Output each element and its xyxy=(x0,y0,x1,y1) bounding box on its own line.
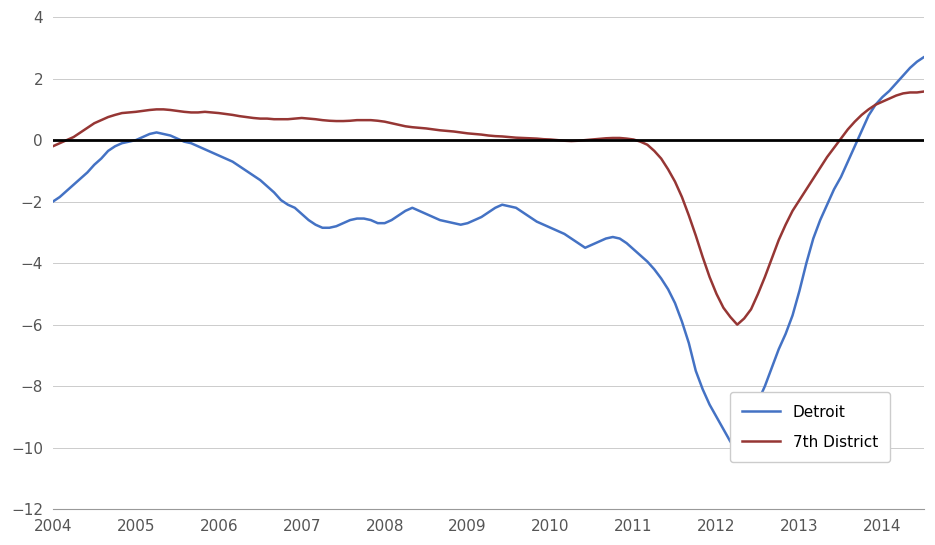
Detroit xyxy=(48,198,59,205)
7th District xyxy=(856,112,868,118)
Detroit xyxy=(856,128,868,134)
Line: Detroit: Detroit xyxy=(53,35,935,451)
Legend: Detroit, 7th District: Detroit, 7th District xyxy=(730,392,890,462)
7th District xyxy=(669,178,681,185)
Detroit xyxy=(614,235,626,242)
7th District xyxy=(48,143,59,149)
7th District xyxy=(462,130,473,137)
Detroit xyxy=(462,220,473,226)
7th District xyxy=(552,137,563,143)
Detroit xyxy=(552,228,563,234)
Detroit xyxy=(731,447,742,454)
Line: 7th District: 7th District xyxy=(53,83,935,325)
7th District xyxy=(731,322,742,328)
7th District xyxy=(614,135,626,141)
Detroit xyxy=(676,318,687,325)
Detroit xyxy=(669,300,681,306)
7th District xyxy=(676,194,687,201)
